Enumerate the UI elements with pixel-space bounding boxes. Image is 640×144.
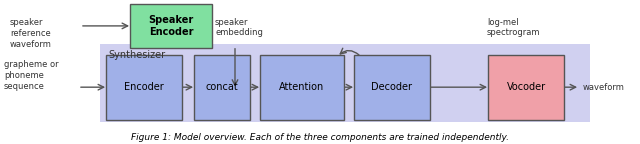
Text: speaker
embedding: speaker embedding [215, 18, 263, 37]
Text: Speaker
Encoder: Speaker Encoder [148, 15, 194, 37]
Text: Figure 1: Model overview. Each of the three components are trained independently: Figure 1: Model overview. Each of the th… [131, 132, 509, 142]
Text: concat: concat [205, 82, 238, 92]
FancyBboxPatch shape [130, 4, 212, 48]
Text: Synthesizer: Synthesizer [108, 50, 165, 60]
FancyBboxPatch shape [488, 55, 564, 120]
FancyBboxPatch shape [354, 55, 430, 120]
Text: grapheme or
phoneme
sequence: grapheme or phoneme sequence [4, 60, 59, 91]
Text: speaker
reference
waveform: speaker reference waveform [10, 18, 52, 49]
Text: Encoder: Encoder [124, 82, 164, 92]
FancyBboxPatch shape [260, 55, 344, 120]
Text: Vocoder: Vocoder [506, 82, 545, 92]
FancyBboxPatch shape [100, 44, 590, 122]
FancyBboxPatch shape [106, 55, 182, 120]
Text: waveform: waveform [583, 83, 625, 92]
Text: Decoder: Decoder [371, 82, 413, 92]
Text: log-mel
spectrogram: log-mel spectrogram [487, 18, 541, 37]
Text: Attention: Attention [280, 82, 324, 92]
FancyBboxPatch shape [194, 55, 250, 120]
